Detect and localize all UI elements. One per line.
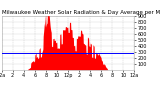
Text: Milwaukee Weather Solar Radiation & Day Average per Minute W/m2 (Today): Milwaukee Weather Solar Radiation & Day … [2,10,160,15]
